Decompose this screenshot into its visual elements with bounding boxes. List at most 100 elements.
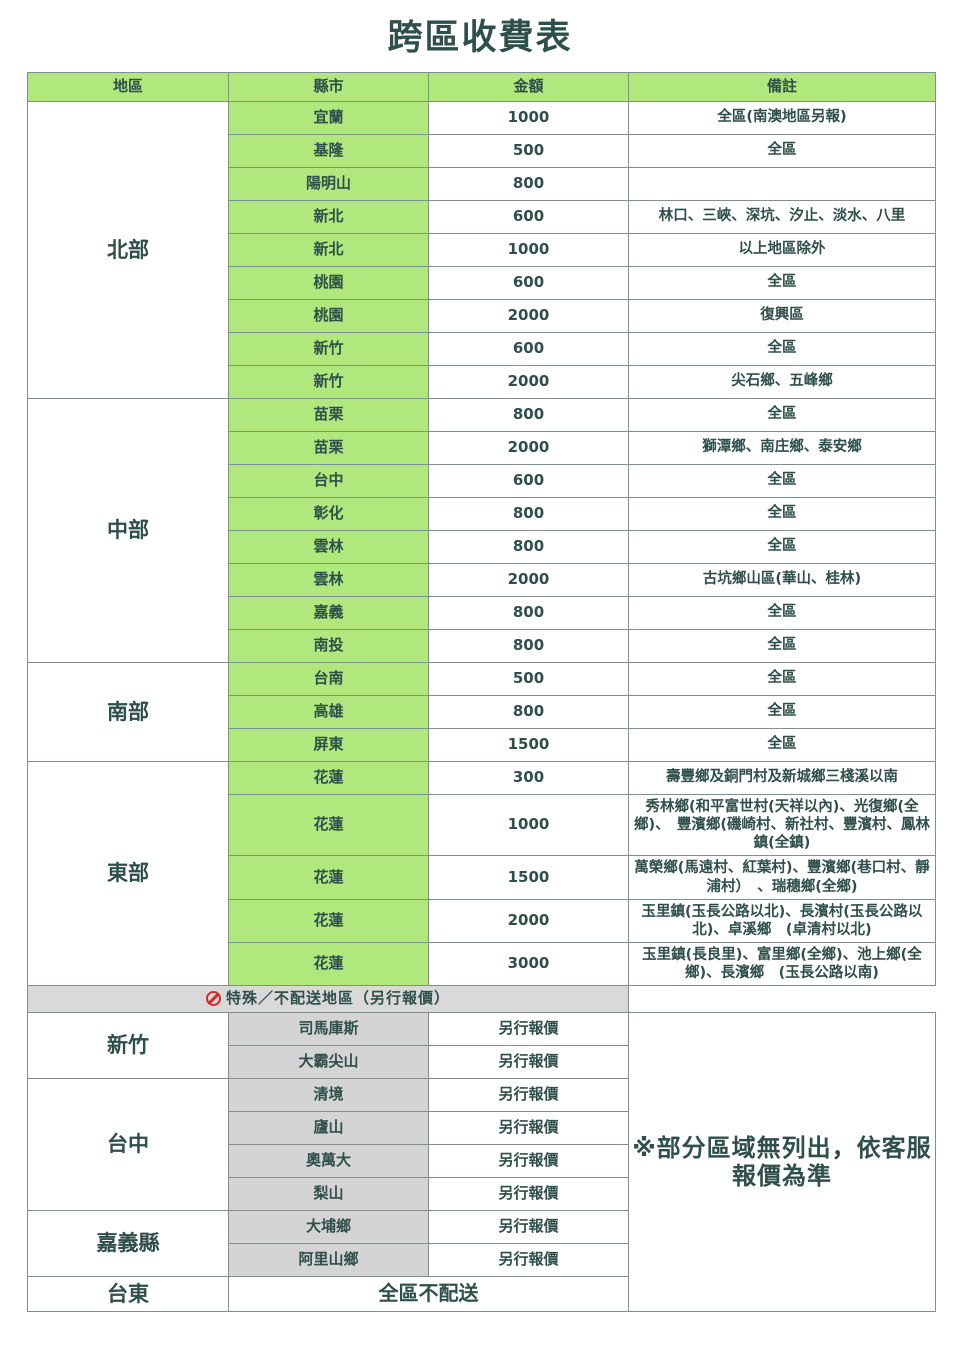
fee-amount: 2000 bbox=[428, 563, 629, 597]
table-row: 基隆 500 全區 bbox=[28, 134, 936, 168]
fee-amount: 800 bbox=[428, 398, 629, 432]
city-name: 新竹 bbox=[228, 332, 429, 366]
table-row: 新北 1000 以上地區除外 bbox=[28, 233, 936, 267]
col-header-region: 地區 bbox=[27, 72, 229, 102]
special-city-name: 清境 bbox=[228, 1078, 429, 1113]
city-name: 新北 bbox=[228, 233, 429, 267]
table-row: 新北 600 林口、三峽、深坑、汐止、淡水、八里 bbox=[28, 200, 936, 234]
fee-amount: 800 bbox=[428, 596, 629, 630]
fee-note: 全區 bbox=[628, 662, 936, 696]
no-delivery-label: 全區不配送 bbox=[228, 1276, 629, 1313]
table-row: 雲林 800 全區 bbox=[28, 530, 936, 564]
table-row: 南部 台南 500 全區 bbox=[27, 662, 936, 762]
fee-note: 尖石鄉、五峰鄉 bbox=[628, 365, 936, 399]
table-row: 花蓮 2000 玉里鎮(玉長公路以北)、長濱村(玉長公路以北)、卓溪鄉 (卓清村以北… bbox=[28, 898, 936, 943]
fee-note: 全區 bbox=[628, 398, 936, 432]
region-label-南部: 南部 bbox=[27, 662, 229, 762]
fee-note: 玉里鎮(玉長公路以北)、長濱村(玉長公路以北)、卓溪鄉 (卓清村以北) bbox=[628, 898, 936, 943]
fee-amount: 800 bbox=[428, 695, 629, 729]
fee-table-body: 北部 宜蘭 1000 全區(南澳地區另報) 基隆 500 全區 陽明山 800 新北 600 林口、三… bbox=[27, 101, 936, 1313]
table-row: 彰化 800 全區 bbox=[28, 497, 936, 531]
table-row: 嘉義 800 全區 bbox=[28, 596, 936, 630]
special-price: 另行報價 bbox=[428, 1210, 629, 1245]
city-name: 宜蘭 bbox=[228, 101, 429, 135]
city-name: 苗栗 bbox=[228, 431, 429, 465]
special-city-name: 阿里山鄉 bbox=[228, 1243, 429, 1278]
cross-region-fee-table: 地區 縣市 金額 備註 北部 宜蘭 1000 全區(南澳地區另報) 基隆 500 全區 陽明山… bbox=[27, 72, 936, 1313]
special-table-row: 新竹 司馬庫斯 另行報價 ※部分區域無列出，依客服報價為準 bbox=[27, 1012, 936, 1313]
fee-note: 全區 bbox=[628, 596, 936, 630]
special-region-label-taitung: 台東 bbox=[27, 1276, 229, 1313]
special-banner-label: 特殊／不配送地區（另行報價） bbox=[225, 989, 450, 1008]
special-table-row: 廬山 另行報價 bbox=[28, 1111, 936, 1146]
fee-note bbox=[628, 167, 936, 201]
special-banner-cell: 特殊／不配送地區（另行報價） bbox=[27, 985, 629, 1014]
city-name: 陽明山 bbox=[228, 167, 429, 201]
fee-amount: 2000 bbox=[428, 431, 629, 465]
fee-note: 秀林鄉(和平富世村(天祥以內)、光復鄉(全鄉)、 豐濱鄉(磯崎村、新社村、豐濱村… bbox=[628, 793, 936, 857]
special-table-row: 大霸尖山 另行報價 bbox=[28, 1045, 936, 1080]
special-price: 另行報價 bbox=[428, 1045, 629, 1080]
region-label-中部: 中部 bbox=[27, 398, 229, 663]
region-label-北部: 北部 bbox=[27, 101, 229, 399]
fee-note: 以上地區除外 bbox=[628, 233, 936, 267]
fee-amount: 1500 bbox=[428, 728, 629, 762]
table-row: 陽明山 800 bbox=[28, 167, 936, 201]
table-row: 雲林 2000 古坑鄉山區(華山、桂林) bbox=[28, 563, 936, 597]
fee-note: 全區 bbox=[628, 497, 936, 531]
table-row: 新竹 2000 尖石鄉、五峰鄉 bbox=[28, 365, 936, 399]
fee-amount: 800 bbox=[428, 629, 629, 663]
fee-amount: 1000 bbox=[428, 233, 629, 267]
fee-amount: 1500 bbox=[428, 855, 629, 900]
city-name: 嘉義 bbox=[228, 596, 429, 630]
fee-amount: 2000 bbox=[428, 365, 629, 399]
city-name: 高雄 bbox=[228, 695, 429, 729]
table-row: 桃園 2000 復興區 bbox=[28, 299, 936, 333]
fee-note: 獅潭鄉、南庄鄉、泰安鄉 bbox=[628, 431, 936, 465]
prohibition-icon bbox=[205, 991, 221, 1007]
col-header-city: 縣市 bbox=[228, 72, 429, 102]
fee-amount: 2000 bbox=[428, 299, 629, 333]
col-header-note: 備註 bbox=[628, 72, 936, 102]
city-name: 花蓮 bbox=[228, 855, 429, 900]
table-row: 新竹 600 全區 bbox=[28, 332, 936, 366]
city-name: 花蓮 bbox=[228, 898, 429, 943]
special-region-label-新竹: 新竹 bbox=[27, 1012, 229, 1080]
fee-amount: 500 bbox=[428, 134, 629, 168]
city-name: 桃園 bbox=[228, 266, 429, 300]
special-price: 另行報價 bbox=[428, 1144, 629, 1179]
fee-note: 玉里鎮(長良里)、富里鄉(全鄉)、池上鄉(全鄉)、長濱鄉 (玉長公路以南) bbox=[628, 941, 936, 987]
special-table-row: 台中 清境另行報價 bbox=[27, 1078, 936, 1212]
special-table-row: 阿里山鄉 另行報價 bbox=[28, 1243, 936, 1278]
table-row: 花蓮 1000 秀林鄉(和平富世村(天祥以內)、光復鄉(全鄉)、 豐濱鄉(磯崎村、新… bbox=[28, 793, 936, 857]
table-row: 苗栗 2000 獅潭鄉、南庄鄉、泰安鄉 bbox=[28, 431, 936, 465]
fee-note: 壽豐鄉及銅門村及新城鄉三棧溪以南 bbox=[628, 761, 936, 795]
fee-note: 全區 bbox=[628, 629, 936, 663]
special-city-name: 奧萬大 bbox=[228, 1144, 429, 1179]
fee-amount: 1000 bbox=[428, 101, 629, 135]
table-row: 北部 宜蘭 1000 全區(南澳地區另報) bbox=[27, 101, 936, 399]
city-name: 花蓮 bbox=[228, 941, 429, 987]
fee-note: 林口、三峽、深坑、汐止、淡水、八里 bbox=[628, 200, 936, 234]
special-table-row: 梨山 另行報價 bbox=[28, 1177, 936, 1212]
special-price: 另行報價 bbox=[428, 1177, 629, 1212]
fee-amount: 600 bbox=[428, 464, 629, 498]
city-name: 花蓮 bbox=[228, 761, 429, 795]
table-header-row: 地區 縣市 金額 備註 bbox=[27, 72, 936, 102]
fee-note: 全區 bbox=[628, 332, 936, 366]
fee-note: 全區 bbox=[628, 530, 936, 564]
city-name: 新北 bbox=[228, 200, 429, 234]
page-title: 跨區收費表 bbox=[387, 18, 573, 58]
table-row: 南投 800 全區 bbox=[28, 629, 936, 663]
city-name: 台南 bbox=[228, 662, 429, 696]
special-region-label-台中: 台中 bbox=[27, 1078, 229, 1212]
special-city-name: 司馬庫斯 bbox=[228, 1012, 429, 1047]
table-row: 屏東 1500 全區 bbox=[28, 728, 936, 762]
special-city-name: 廬山 bbox=[228, 1111, 429, 1146]
fee-amount: 600 bbox=[428, 200, 629, 234]
special-price: 另行報價 bbox=[428, 1243, 629, 1278]
fee-amount: 3000 bbox=[428, 941, 629, 987]
city-name: 雲林 bbox=[228, 563, 429, 597]
special-table-row: 奧萬大 另行報價 bbox=[28, 1144, 936, 1179]
